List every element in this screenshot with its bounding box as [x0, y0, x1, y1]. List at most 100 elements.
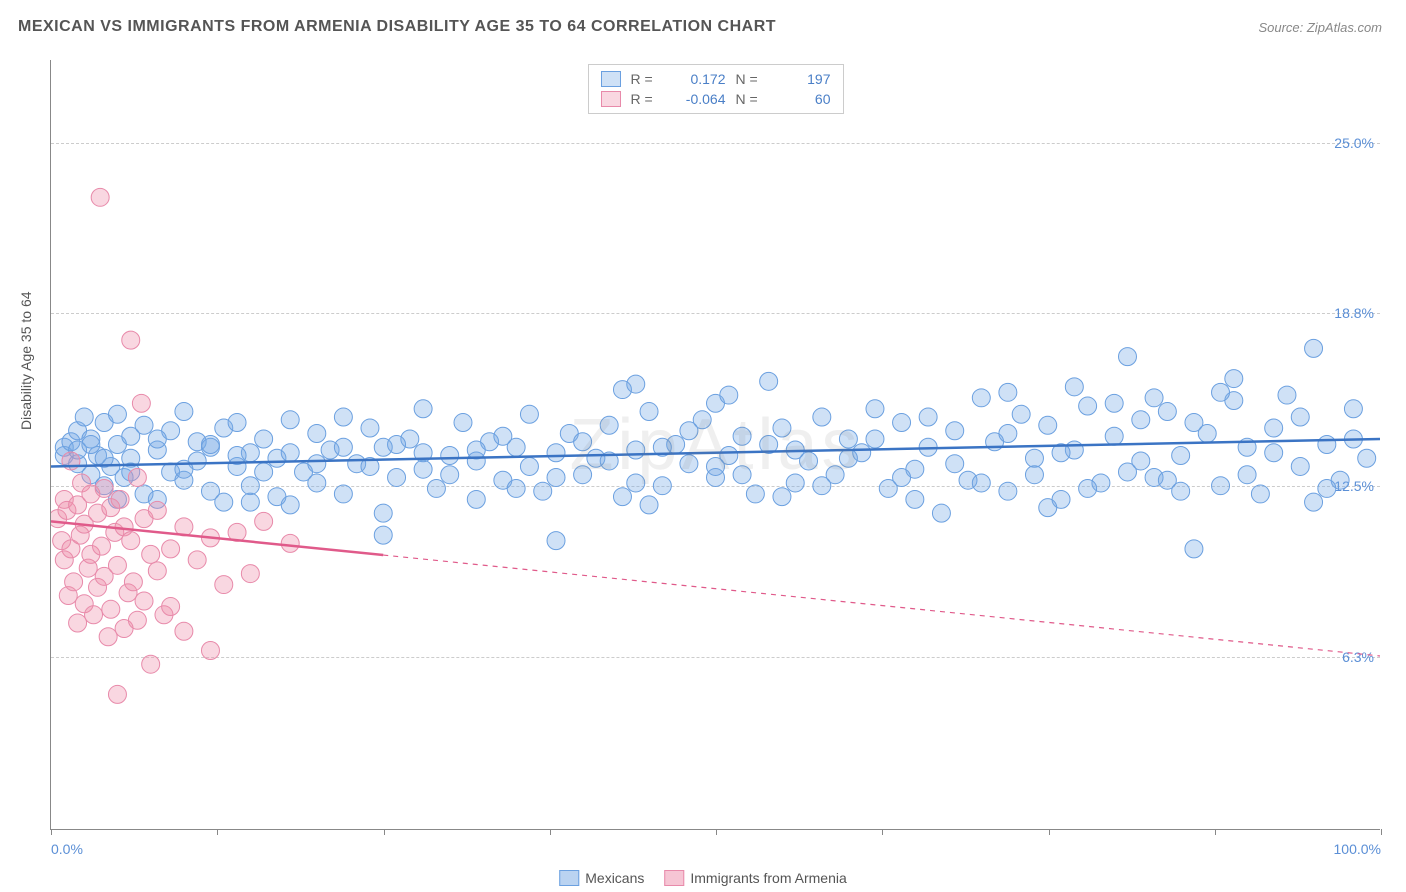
legend-item: Immigrants from Armenia [664, 870, 846, 886]
x-tick [550, 829, 551, 835]
plot-area: ZipAtlas R = 0.172 N = 197 R = -0.064 N … [50, 60, 1380, 830]
scatter-point [441, 446, 459, 464]
scatter-point [746, 485, 764, 503]
y-axis-label: Disability Age 35 to 64 [18, 291, 34, 430]
scatter-point [733, 466, 751, 484]
stat-r-value: 0.172 [671, 71, 726, 87]
scatter-point [85, 606, 103, 624]
scatter-point [148, 430, 166, 448]
x-tick-label-right: 100.0% [1334, 841, 1381, 857]
scatter-point [427, 479, 445, 497]
x-tick [217, 829, 218, 835]
scatter-point [1025, 449, 1043, 467]
scatter-point [640, 496, 658, 514]
scatter-point [1118, 348, 1136, 366]
scatter-point [680, 455, 698, 473]
scatter-point [1251, 485, 1269, 503]
scatter-point [813, 477, 831, 495]
scatter-point [547, 444, 565, 462]
scatter-point [972, 389, 990, 407]
scatter-point [839, 449, 857, 467]
scatter-point [414, 400, 432, 418]
scatter-point [733, 427, 751, 445]
stat-r-value: -0.064 [671, 91, 726, 107]
scatter-point [135, 416, 153, 434]
scatter-point [334, 438, 352, 456]
scatter-point [680, 422, 698, 440]
scatter-point [361, 419, 379, 437]
scatter-point [893, 468, 911, 486]
scatter-point [520, 457, 538, 475]
scatter-point [813, 408, 831, 426]
x-tick-label-left: 0.0% [51, 841, 83, 857]
scatter-point [1172, 446, 1190, 464]
scatter-point [1158, 403, 1176, 421]
scatter-point [1079, 479, 1097, 497]
scatter-point [281, 534, 299, 552]
x-tick [1215, 829, 1216, 835]
scatter-point [82, 436, 100, 454]
scatter-point [773, 419, 791, 437]
scatter-point [1105, 427, 1123, 445]
scatter-point [574, 466, 592, 484]
chart-svg [51, 60, 1380, 829]
scatter-point [108, 556, 126, 574]
scatter-point [1344, 400, 1362, 418]
scatter-point [1172, 482, 1190, 500]
scatter-point [255, 463, 273, 481]
scatter-point [534, 482, 552, 500]
scatter-point [866, 400, 884, 418]
scatter-point [1132, 452, 1150, 470]
x-tick [882, 829, 883, 835]
scatter-point [308, 425, 326, 443]
scatter-point [93, 537, 111, 555]
scatter-point [102, 600, 120, 618]
scatter-point [132, 394, 150, 412]
scatter-point [946, 455, 964, 473]
scatter-point [547, 532, 565, 550]
scatter-point [215, 493, 233, 511]
scatter-point [175, 403, 193, 421]
scatter-point [441, 466, 459, 484]
trend-line-dashed [383, 555, 1380, 656]
scatter-point [547, 468, 565, 486]
scatter-point [1132, 411, 1150, 429]
scatter-point [308, 474, 326, 492]
stat-r-label: R = [631, 91, 661, 107]
stat-n-value: 197 [776, 71, 831, 87]
x-tick [1381, 829, 1382, 835]
scatter-point [91, 188, 109, 206]
scatter-point [972, 474, 990, 492]
scatter-point [1265, 419, 1283, 437]
legend-swatch [664, 870, 684, 886]
scatter-point [201, 641, 219, 659]
legend-swatch [601, 91, 621, 107]
scatter-point [388, 468, 406, 486]
scatter-point [1238, 466, 1256, 484]
scatter-point [414, 460, 432, 478]
scatter-point [627, 375, 645, 393]
scatter-point [839, 430, 857, 448]
legend-swatch [601, 71, 621, 87]
scatter-point [999, 383, 1017, 401]
scatter-point [627, 474, 645, 492]
scatter-point [454, 414, 472, 432]
scatter-point [281, 496, 299, 514]
stat-n-value: 60 [776, 91, 831, 107]
legend-label: Immigrants from Armenia [690, 870, 846, 886]
scatter-point [334, 408, 352, 426]
scatter-point [946, 422, 964, 440]
scatter-point [308, 455, 326, 473]
x-tick [51, 829, 52, 835]
scatter-point [1291, 408, 1309, 426]
scatter-point [124, 573, 142, 591]
scatter-point [1225, 370, 1243, 388]
scatter-point [640, 403, 658, 421]
scatter-point [75, 408, 93, 426]
scatter-point [281, 411, 299, 429]
stat-n-label: N = [736, 71, 766, 87]
scatter-point [148, 562, 166, 580]
scatter-point [507, 479, 525, 497]
legend-swatch [559, 870, 579, 886]
scatter-point [520, 405, 538, 423]
